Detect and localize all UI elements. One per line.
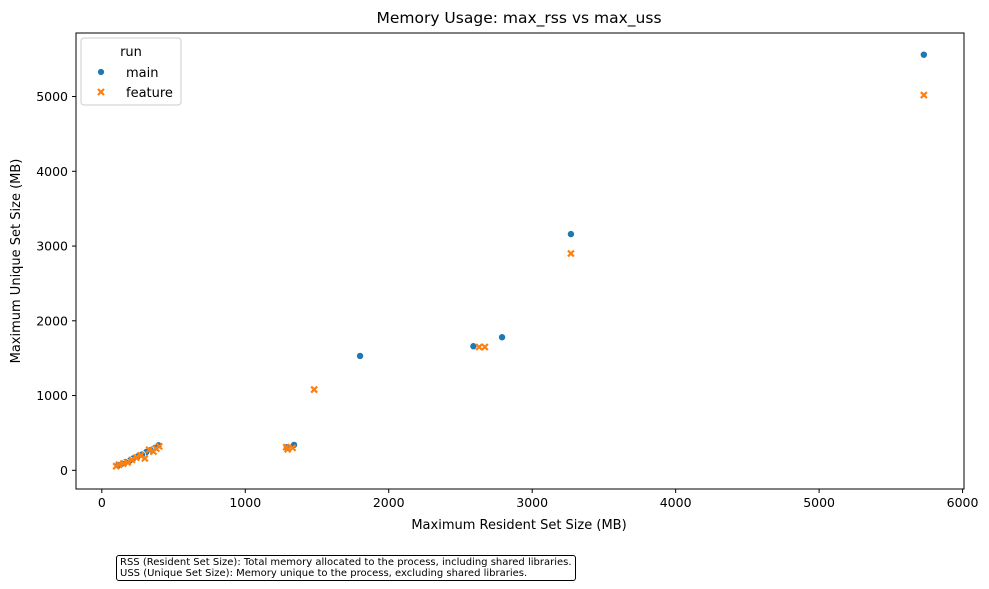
data-point-feature: [145, 445, 153, 454]
y-axis-label: Maximum Unique Set Size (MB): [9, 159, 24, 364]
chart-title: Memory Usage: max_rss vs max_uss: [376, 9, 661, 28]
axis-ticks: 0 1000 2000 3000 4000 5000 6000 0 1000 2000 3000 40…: [36, 89, 978, 510]
uss-note: USS (Unique Set Size): Memory unique to …: [120, 568, 528, 579]
data-point-feature: [112, 462, 120, 470]
legend-marker-main: [97, 68, 105, 76]
data-point-main: [498, 333, 507, 342]
data-point-feature: [567, 249, 575, 258]
y-tick-label: 2000: [36, 313, 68, 328]
legend: run main feature: [80, 37, 182, 106]
data-point-feature: [920, 91, 928, 99]
legend-label-main: main: [126, 66, 158, 81]
x-tick-label: 0: [98, 495, 106, 510]
annotation-box: RSS (Resident Set Size): Total memory al…: [116, 555, 576, 581]
y-tick-label: 1000: [36, 388, 68, 403]
x-tick-label: 6000: [947, 495, 979, 510]
data-point-feature: [136, 451, 145, 460]
data-point-feature: [149, 447, 158, 456]
legend-marker-feature: [97, 88, 105, 96]
data-point-feature: [310, 385, 318, 394]
legend-label-feature: feature: [126, 86, 173, 101]
x-tick-label: 4000: [660, 495, 692, 510]
data-point-main: [919, 50, 928, 59]
legend-entry-main: main: [97, 66, 158, 81]
rss-note: RSS (Resident Set Size): Total memory al…: [120, 557, 572, 568]
plot-area: [75, 32, 965, 490]
data-point-feature: [288, 444, 297, 452]
x-tick-label: 5000: [803, 495, 835, 510]
legend-frame: [80, 37, 182, 106]
y-tick-label: 3000: [36, 239, 68, 254]
x-axis-label: Maximum Resident Set Size (MB): [411, 518, 626, 533]
x-tick-label: 3000: [516, 495, 548, 510]
data-point-feature: [481, 343, 489, 351]
data-point-feature: [132, 453, 141, 462]
data-point-feature: [128, 456, 136, 464]
data-points: [112, 50, 928, 470]
legend-title: run: [120, 45, 142, 60]
legend-entry-feature: feature: [97, 86, 173, 101]
x-tick-label: 1000: [229, 495, 261, 510]
data-point-feature: [475, 343, 483, 351]
y-tick-label: 0: [60, 463, 68, 478]
y-tick-label: 4000: [36, 164, 68, 179]
data-point-main: [566, 230, 575, 239]
data-point-main: [356, 351, 365, 360]
y-tick-label: 5000: [36, 89, 68, 104]
data-point-feature: [282, 443, 290, 451]
x-tick-label: 2000: [373, 495, 405, 510]
